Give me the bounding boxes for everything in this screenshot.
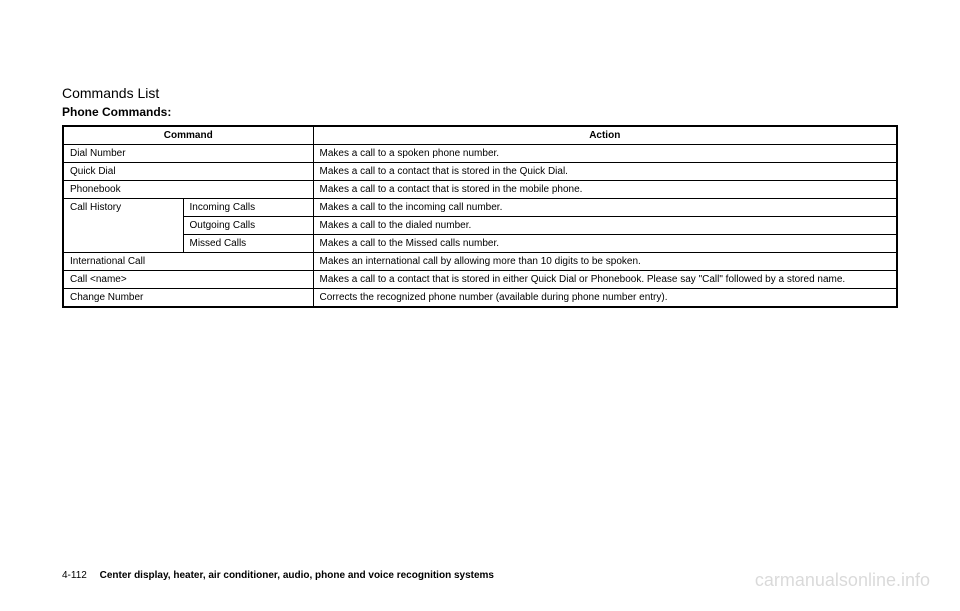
page-title: Commands List [62,85,898,101]
table-row: Phonebook Makes a call to a contact that… [63,181,897,199]
section-name: Center display, heater, air conditioner,… [100,570,494,581]
cell-action: Makes a call to the incoming call number… [313,199,897,217]
cell-subcommand: Outgoing Calls [183,217,313,235]
table-row: Call <name> Makes a call to a contact th… [63,271,897,289]
cell-subcommand: Missed Calls [183,235,313,253]
cell-action: Makes a call to the Missed calls number. [313,235,897,253]
cell-action: Makes a call to a contact that is stored… [313,271,897,289]
header-command: Command [63,126,313,145]
table-row: Missed Calls Makes a call to the Missed … [63,235,897,253]
table-row: Quick Dial Makes a call to a contact tha… [63,163,897,181]
cell-command: Call History [63,199,183,253]
table-row: Dial Number Makes a call to a spoken pho… [63,145,897,163]
page-footer: 4-112 Center display, heater, air condit… [62,570,494,581]
table-row: Outgoing Calls Makes a call to the diale… [63,217,897,235]
cell-command: Phonebook [63,181,313,199]
cell-action: Makes a call to a contact that is stored… [313,181,897,199]
cell-command: International Call [63,253,313,271]
cell-action: Makes a call to a contact that is stored… [313,163,897,181]
cell-action: Makes a call to the dialed number. [313,217,897,235]
cell-action: Makes an international call by allowing … [313,253,897,271]
cell-command: Change Number [63,289,313,308]
table-row: International Call Makes an internationa… [63,253,897,271]
cell-command: Quick Dial [63,163,313,181]
header-action: Action [313,126,897,145]
cell-command: Call <name> [63,271,313,289]
table-row: Call History Incoming Calls Makes a call… [63,199,897,217]
cell-action: Makes a call to a spoken phone number. [313,145,897,163]
watermark: carmanualsonline.info [755,570,930,591]
page-number: 4-112 [62,570,87,581]
section-subtitle: Phone Commands: [62,105,898,119]
cell-action: Corrects the recognized phone number (av… [313,289,897,308]
cell-subcommand: Incoming Calls [183,199,313,217]
commands-table: Command Action Dial Number Makes a call … [62,125,898,308]
table-header-row: Command Action [63,126,897,145]
cell-command: Dial Number [63,145,313,163]
table-row: Change Number Corrects the recognized ph… [63,289,897,308]
